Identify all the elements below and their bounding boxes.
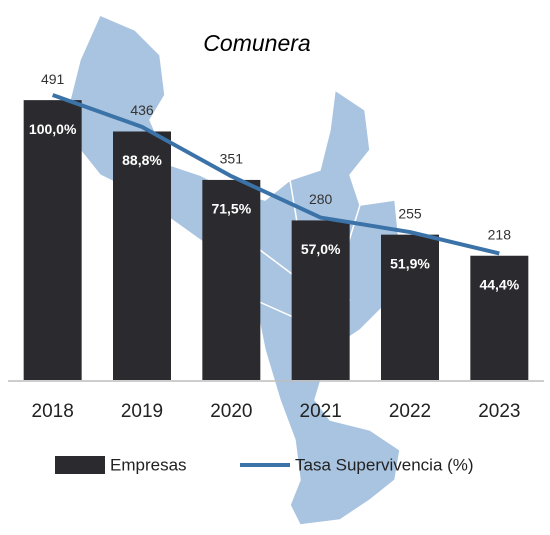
line	[51, 93, 500, 256]
x-tick-label: 2020	[210, 401, 252, 422]
chart-title: Comunera	[203, 30, 310, 56]
data-label: 71,5%	[211, 201, 251, 217]
data-label: 280	[309, 191, 333, 207]
legend-swatch	[55, 456, 105, 474]
x-tick-label: 2022	[389, 401, 431, 422]
data-label: 436	[130, 102, 154, 118]
data-label: 51,9%	[390, 255, 430, 271]
data-label: 255	[398, 205, 422, 221]
bar	[291, 220, 350, 380]
bar	[23, 100, 82, 380]
bar	[202, 179, 261, 380]
data-label: 351	[220, 151, 244, 167]
legend-label: Tasa Supervivencia (%)	[295, 455, 474, 474]
data-label: 218	[488, 226, 512, 242]
x-tick-label: 2018	[32, 401, 74, 422]
bar	[113, 131, 171, 380]
x-tick-label: 2019	[121, 401, 163, 422]
x-tick-label: 2021	[300, 401, 342, 422]
data-label: 100,0%	[29, 121, 77, 137]
bar	[381, 234, 439, 380]
data-label: 57,0%	[301, 241, 341, 257]
bar	[470, 255, 529, 380]
data-label: 88,8%	[122, 152, 162, 168]
x-tick-label: 2023	[478, 401, 520, 422]
data-label: 491	[41, 71, 65, 87]
legend-label: Empresas	[110, 455, 187, 474]
data-label: 44,4%	[479, 276, 519, 292]
